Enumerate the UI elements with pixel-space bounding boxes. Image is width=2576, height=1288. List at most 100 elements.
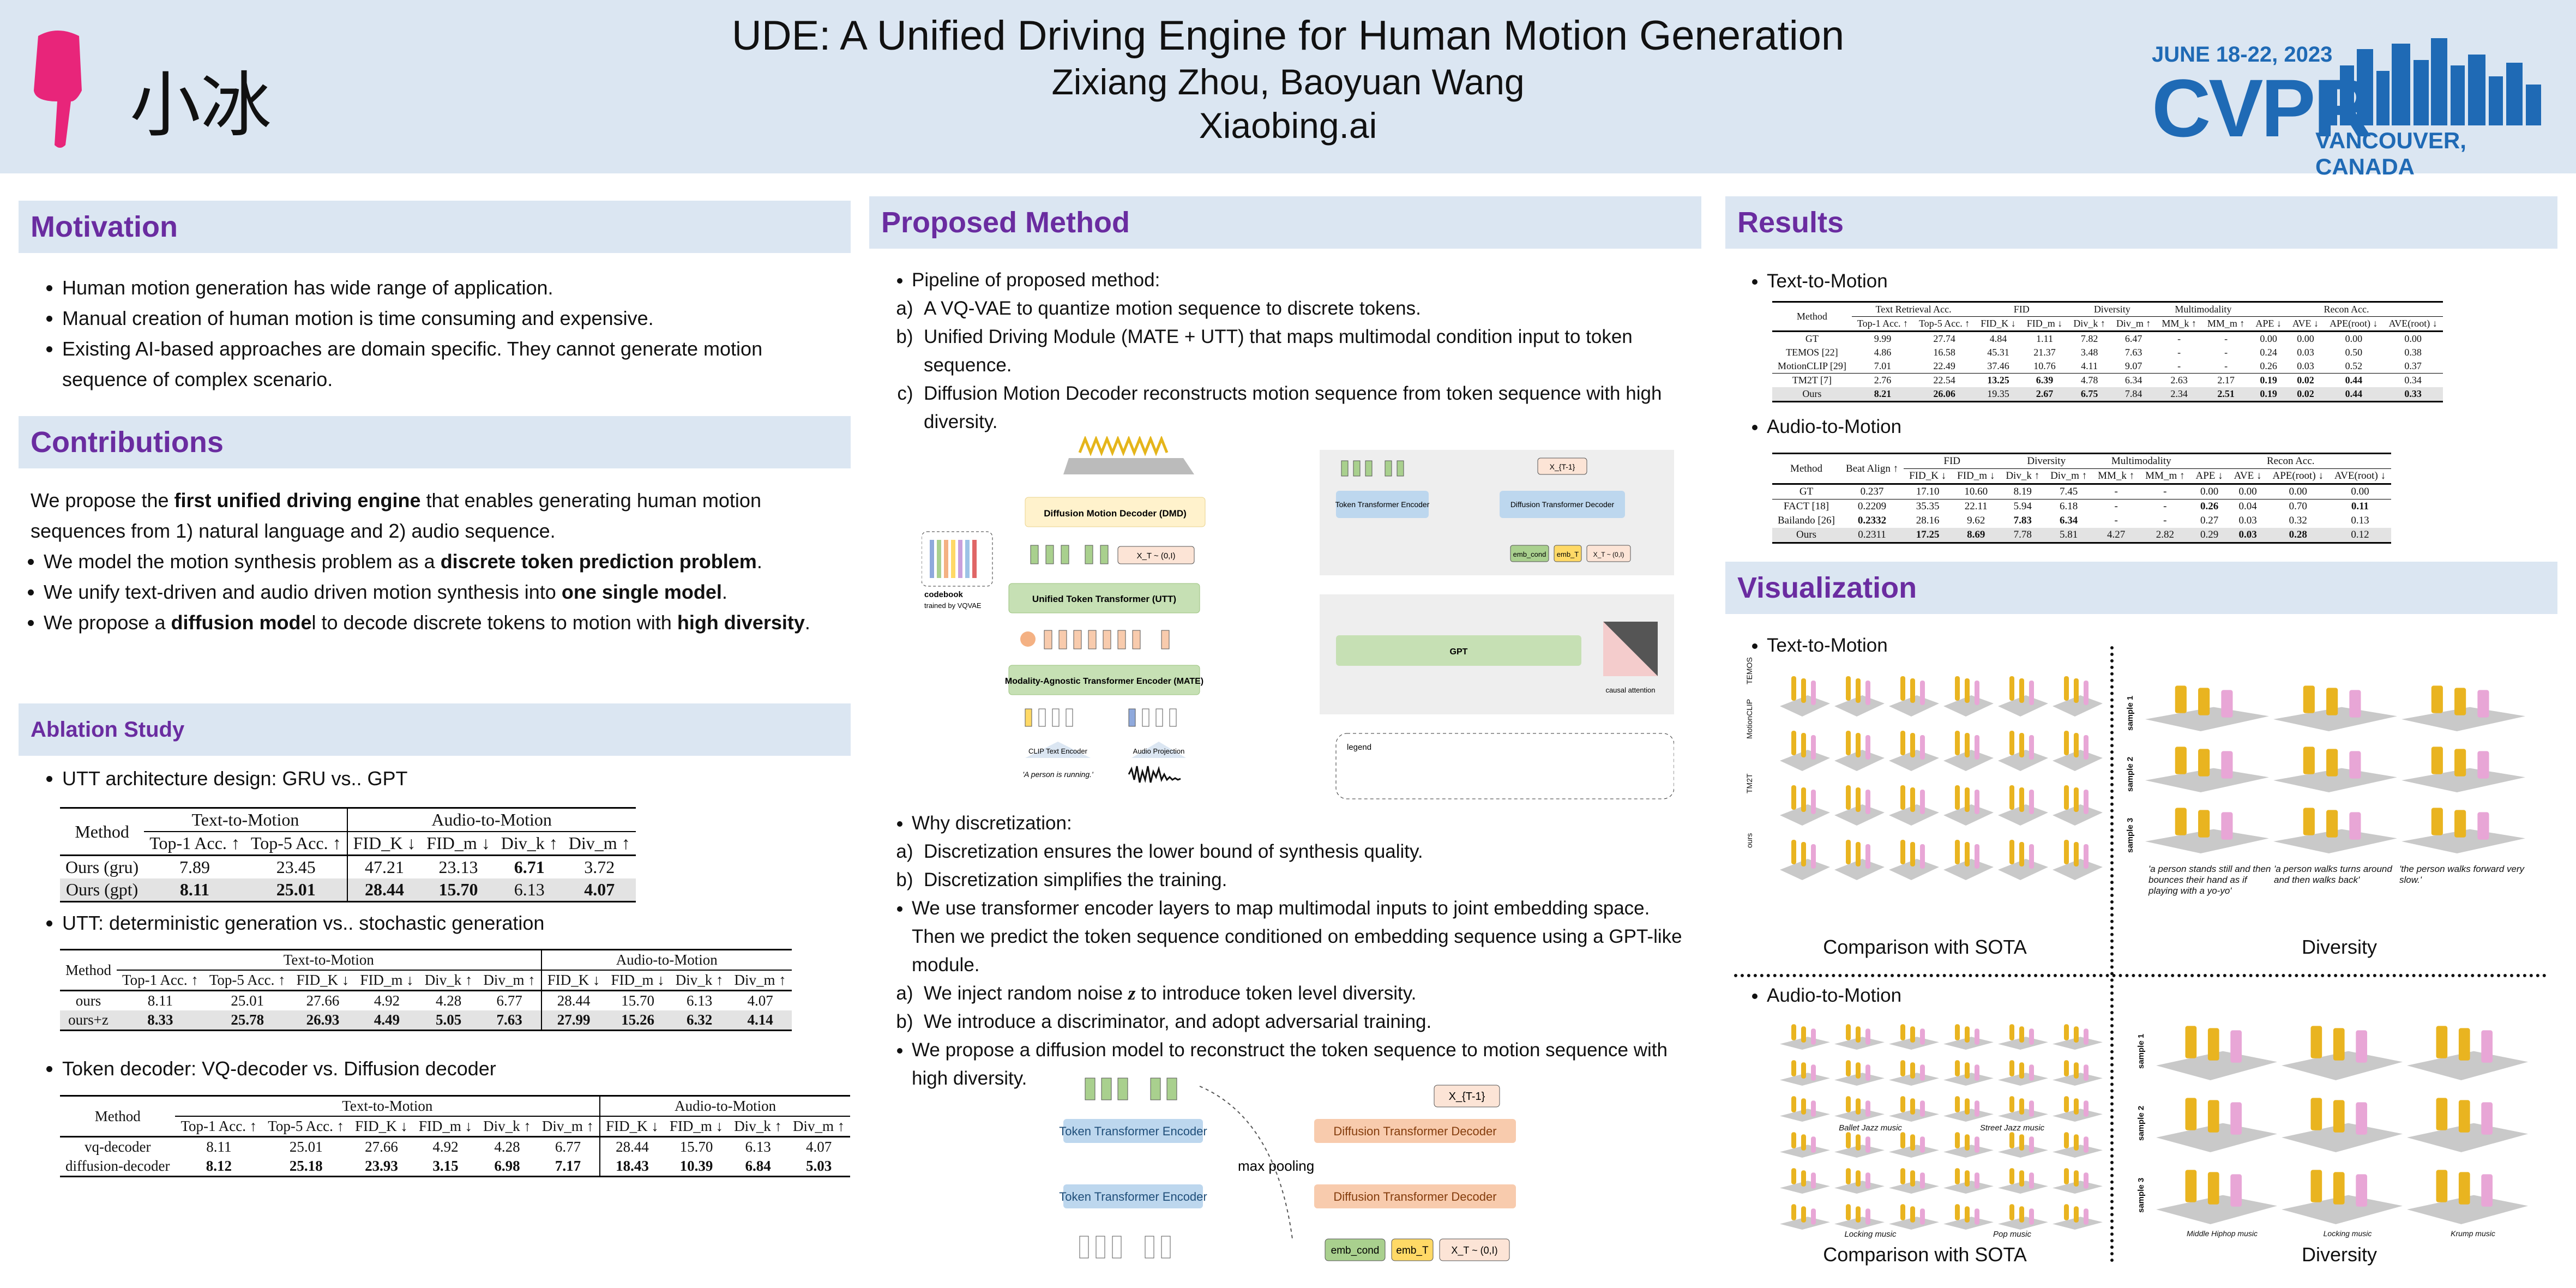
table-row: MotionCLIP [29] 7.01 22.49 37.46 10.76 4.11 9.… <box>1778 360 2422 371</box>
dmd-block <box>1025 497 1206 527</box>
audio-to-motion-sota-figures <box>1780 1024 2103 1230</box>
table-row: GT 9.99 27.74 4.84 1.11 7.82 6.47- -0.00 0.00 0.0… <box>1805 333 2422 344</box>
token-encoder-label-bottom: Token Transformer Encoder <box>1059 1190 1207 1203</box>
table-row: Ours 8.21 26.06 19.35 2.67 6.75 7.84 2.34 2.51 0.… <box>1772 387 2443 402</box>
gpt-label: GPT <box>1450 647 1468 657</box>
results-heading: Results <box>1725 196 2557 249</box>
utt-block <box>1008 583 1200 613</box>
contributions-body: We propose the first unified driving eng… <box>31 485 838 638</box>
table-row: GT 0.237 17.10 10.60 8.19 7.45- -0.00 0.00 0.00 0… <box>1799 486 2369 497</box>
vis-row-label: TM2T <box>1745 773 1754 793</box>
tde-label: Diffusion Transformer Decoder <box>1510 500 1615 509</box>
text-to-motion-sota-figures <box>1780 676 2103 880</box>
table-row: FACT [18] 0.2209 35.35 22.11 5.94 6.18- -0.26 0… <box>1772 499 2392 514</box>
causal-attention-icon <box>1603 622 1658 676</box>
cvpr-location: VANCOUVER, CANADA <box>2315 128 2466 179</box>
ablation-heading: Ablation Study <box>19 703 851 756</box>
diversity-caption-3: 'the person walks forward very slow.' <box>2399 864 2525 885</box>
diffusion-diagram: Token Transformer Encoder Token Transfor… <box>1059 1078 1516 1261</box>
ablation-item-1: UTT architecture design: GRU vs.. GPT <box>31 763 838 794</box>
table-row: ours+z 8.33 25.78 26.93 4.49 5.05 7.63 27.99 15… <box>60 1010 792 1031</box>
emb-cond-label: emb_cond <box>1331 1245 1380 1256</box>
tte-label: Token Transformer Encoder <box>1335 500 1430 509</box>
pipeline-step: A VQ-VAE to quantize motion sequence to … <box>924 294 1693 323</box>
audio-to-motion-diversity-figures <box>2156 1026 2528 1224</box>
motivation-bullet: Human motion generation has wide range o… <box>62 273 838 303</box>
table-row: vq-decoder 8.11 25.01 27.66 4.92 4.28 6.77 28.… <box>60 1136 850 1157</box>
vis-row-label: TEMOS <box>1745 657 1754 684</box>
caption-comparison-sota-top: Comparison with SOTA <box>1823 936 2027 958</box>
diversity-music-label: Krump music <box>2451 1229 2495 1238</box>
cvpr-dates: JUNE 18-22, 2023 <box>2152 43 2333 67</box>
contribution-bullet: We unify text-driven and audio driven mo… <box>44 577 838 607</box>
contribution-bullet: We propose a diffusion model to decode d… <box>44 607 838 638</box>
poster-title: UDE: A Unified Driving Engine for Human … <box>731 13 1845 59</box>
motivation-list: Human motion generation has wide range o… <box>31 273 838 395</box>
caption-diversity-top: Diversity <box>2301 936 2377 958</box>
table-row: Ours (gpt) 8.11 25.01 28.44 15.70 6.13 4.07 <box>60 878 636 902</box>
method-pipeline: Pipeline of proposed method: A VQ-VAE to… <box>880 266 1693 436</box>
audio-projection-label: Audio Projection <box>1133 747 1185 755</box>
diversity-music-label: Middle Hiphop music <box>2187 1229 2258 1238</box>
mate-block <box>1008 665 1200 695</box>
pipeline-step: Diffusion Motion Decoder reconstructs mo… <box>924 380 1693 436</box>
music-label: Pop music <box>1993 1230 2032 1239</box>
music-label: Ballet Jazz music <box>1839 1123 1902 1133</box>
xiaobing-logo-icon <box>34 31 82 148</box>
poster-affiliation: Xiaobing.ai <box>1199 105 1377 146</box>
results-t2m-table: Method Text Retrieval Acc. FID Diversity Mul… <box>1772 301 2443 402</box>
visualization-heading: Visualization <box>1725 562 2557 614</box>
motivation-bullet: Existing AI-based approaches are domain … <box>62 334 838 395</box>
ablation-table-1: Method Text-to-Motion Audio-to-Motion To… <box>60 807 636 902</box>
codebook-icon <box>930 540 977 578</box>
diversity-sample-label: sample 2 <box>2136 1105 2146 1141</box>
vancouver-skyline-icon <box>2321 38 2541 125</box>
ablation-item-3: Token decoder: VQ-decoder vs. Diffusion … <box>31 1054 838 1084</box>
cvpr-logo: JUNE 18-22, 2023 CVPR VANCOUVER, CANADA <box>2152 33 2544 179</box>
contribution-bullet: We model the motion synthesis problem as… <box>44 546 838 577</box>
diversity-sample-label: sample 1 <box>2126 695 2135 731</box>
audio-waveform-icon <box>1128 766 1181 783</box>
vis-row-label: ours <box>1745 833 1754 848</box>
table-row: Bailando [26] 0.2332 28.16 9.62 7.83 6.34- -0.… <box>1778 515 2369 526</box>
table-row: TM2T [7] 2.76 22.54 13.25 6.39 4.78 6.34 2.63 2.… <box>1772 373 2443 388</box>
xt1-label: X_{T-1} <box>1550 462 1575 471</box>
table-group-header: Audio-to-Motion <box>346 808 636 832</box>
svg-text:emb_cond: emb_cond <box>1513 550 1546 558</box>
music-label: Locking music <box>1844 1230 1897 1239</box>
svg-text:emb_T: emb_T <box>1557 550 1579 558</box>
diffusion-decoder-label-bottom: Diffusion Transformer Decoder <box>1333 1190 1496 1203</box>
diversity-sample-label: sample 3 <box>2126 817 2135 853</box>
causal-attention-label: causal attention <box>1605 686 1655 694</box>
table-row: diffusion-decoder 8.12 25.18 23.93 3.15 6.98 7… <box>60 1157 851 1177</box>
caption-diversity-bottom: Diversity <box>2301 1243 2377 1266</box>
pipeline-step: Unified Driving Module (MATE + UTT) that… <box>924 323 1693 380</box>
diversity-sample-label: sample 2 <box>2126 756 2135 792</box>
ablation-table-2: Method Text-to-Motion Audio-to-Motion To… <box>60 949 792 1031</box>
results-t2m-label: Text-to-Motion <box>1735 266 2542 297</box>
table-row: TEMOS [22] 4.86 16.58 45.31 21.37 3.48 7.63- -0… <box>1786 347 2422 358</box>
motivation-bullet: Manual creation of human motion is time … <box>62 303 838 334</box>
table-row: Ours (gru) 7.89 23.45 47.21 23.13 6.71 3.72 <box>60 855 636 878</box>
text-prompt: 'A person is running.' <box>1022 770 1094 779</box>
method-discretization: Why discretization: Discretization ensur… <box>880 809 1693 1093</box>
ablation-table-3: Method Text-to-Motion Audio-to-Motion To… <box>60 1095 851 1177</box>
results-a2m-table: Method Beat Align ↑ FID Diversity Multimodal… <box>1772 453 2392 544</box>
diversity-music-label: Locking music <box>2323 1229 2372 1238</box>
xt-label: X_T ~ (0,I) <box>1136 551 1175 561</box>
codebook-label: codebook <box>924 590 963 599</box>
vis-divider-horizontal <box>1734 974 2547 977</box>
ablation-item-2: UTT: deterministic generation vs.. stoch… <box>31 908 838 938</box>
table-row: Ours 0.2311 17.25 8.69 7.78 5.81 4.27 2.82 0.29 0… <box>1772 528 2392 543</box>
motion-sequence-icon <box>1078 436 1169 456</box>
caption-comparison-sota-bottom: Comparison with SOTA <box>1823 1243 2027 1266</box>
max-pooling-label: max pooling <box>1238 1158 1314 1174</box>
dmd-label: Diffusion Motion Decoder (DMD) <box>1044 508 1187 519</box>
table-row: ours 8.11 25.01 27.66 4.92 4.28 6.77 28.44 15.7… <box>60 990 792 1010</box>
contributions-intro: We propose the first unified driving eng… <box>31 489 761 542</box>
music-label: Street Jazz music <box>1979 1123 2045 1133</box>
vis-divider-vertical <box>2110 646 2114 1262</box>
text-to-motion-diversity-figures <box>2145 685 2525 853</box>
codebook-sub: trained by VQVAE <box>924 601 982 610</box>
xt-noise-label: X_T ~ (0,I) <box>1451 1245 1497 1256</box>
